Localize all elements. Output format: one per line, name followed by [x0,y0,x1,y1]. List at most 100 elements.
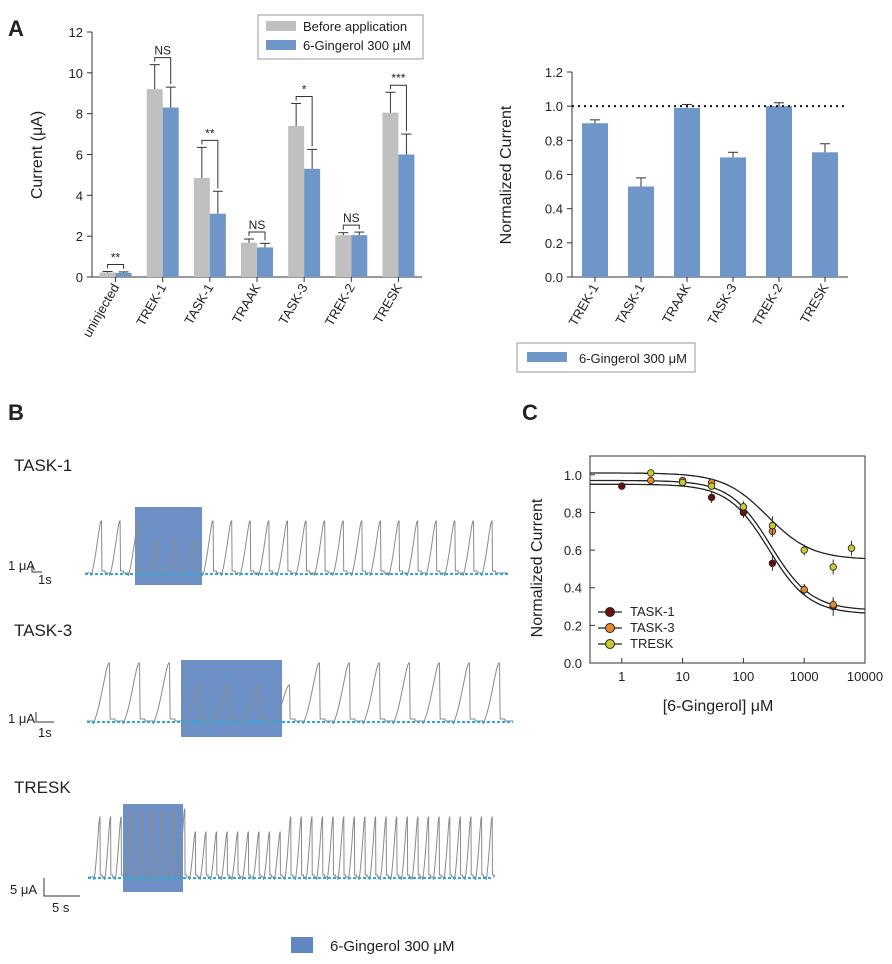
data-point-tresk [768,521,777,530]
data-point-task-1 [707,493,716,502]
y-tick-label: 0.0 [545,270,563,285]
bar-before [146,89,163,278]
scale-bar-task1 [31,564,42,573]
current-trace [85,520,508,577]
x-tick-label: 10000 [847,669,883,684]
y-tick-label: 1.0 [545,99,563,114]
current-trace [87,662,513,726]
significance-bracket [107,263,125,269]
bar-gingerol [766,106,792,278]
significance-label: ** [205,126,215,140]
scale-y-task3: 1 μA [8,711,35,726]
x-axis-label: [6-Gingerol] μM [663,698,774,715]
x-tick-label: TREK-1 [133,281,169,329]
bar-gingerol [209,213,226,277]
gingerol-application-box [181,660,282,737]
bar-gingerol [628,186,654,277]
legend-label: TASK-1 [630,604,675,619]
x-tick-label: 1000 [790,669,819,684]
x-tick-label: TASK-1 [181,281,216,327]
y-tick-label: 6 [76,148,83,163]
data-point-tresk [678,478,687,487]
x-tick-label: 100 [733,669,755,684]
x-tick-label: TREK-1 [565,281,601,329]
fit-curve-tresk [590,472,866,560]
y-axis-label: Current (μA) [29,111,46,199]
x-tick-label: TRESK [797,281,832,326]
bottom-legend-swatch [291,937,313,953]
x-tick-label: TREK-2 [322,281,358,329]
legend-marker [605,607,615,617]
data-point-task-3 [800,585,808,594]
y-tick-label: 0.2 [564,618,582,633]
data-point-task-3 [829,600,837,609]
significance-bracket [295,95,313,147]
legend-marker [605,639,615,649]
data-point-task-1 [618,482,626,490]
legend-label-gingerol: 6-Gingerol 300 μM [303,38,411,53]
significance-bracket [201,139,219,189]
y-tick-label: 0.6 [545,168,563,183]
legend-label-gingerol: 6-Gingerol 300 μM [579,351,687,366]
legend-swatch-gingerol [527,352,567,362]
normalized-bar-chart: Normalized Current 6-Gingerol 300 μM 0.0… [498,65,848,373]
panel-label-a: A [8,16,24,41]
y-tick-label: 0.6 [564,543,582,558]
y-tick-label: 4 [76,188,83,203]
legend-swatch-before [266,21,296,31]
y-tick-label: 0.0 [564,656,582,671]
trace-label-task1: TASK-1 [14,456,72,475]
y-tick-label: 0.8 [545,133,563,148]
y-tick-label: 0.2 [545,236,563,251]
x-tick-label: TRAAK [659,281,694,326]
legend-label: TRESK [630,636,674,651]
fit-curve-task-3 [590,479,866,610]
x-tick-label: TRAAK [229,281,264,326]
bar-before [288,125,305,278]
data-point-tresk [739,503,748,511]
data-point-task-3 [647,476,655,485]
bar-before [241,242,257,277]
x-tick-label: TREK-2 [749,281,785,329]
data-point-tresk [829,563,837,571]
bar-before [335,235,352,277]
panel-label-c: C [522,400,538,425]
current-traces: TASK-1 1 μA 1s TASK-3 1 μA 1s TRESK 5 μA… [8,456,513,915]
legend: Before application 6-Gingerol 300 μM [257,14,424,60]
y-tick-label: 0.4 [564,581,582,596]
y-axis-label: Normalized Current [498,105,515,244]
data-point-tresk [707,482,716,490]
legend-swatch-gingerol [266,40,296,50]
bar-gingerol [257,247,273,277]
trace-label-tresk: TRESK [14,778,71,797]
y-tick-label: 8 [76,107,83,122]
significance-label: NS [154,44,171,58]
scale-x-task3: 1s [38,725,52,740]
data-point-tresk [800,546,808,554]
current-trace [88,808,495,881]
trace-label-task3: TASK-3 [14,621,72,640]
bar-gingerol [115,272,132,277]
bar-gingerol [304,168,321,277]
y-tick-label: 10 [69,66,83,81]
x-tick-label: TASK-3 [704,281,739,327]
significance-bracket [248,231,266,241]
bar-before [99,272,116,277]
x-tick-label: TASK-1 [612,281,647,327]
data-point-task-1 [768,559,777,567]
bottom-legend: 6-Gingerol 300 μM [291,937,455,955]
y-axis-label: Normalized Current [529,498,546,637]
bar-gingerol [674,107,700,277]
significance-bracket [154,57,172,85]
legend-marker [605,623,615,633]
x-tick-label: uninjected [80,281,123,340]
bar-before [193,177,210,277]
panel-label-b: B [8,400,24,425]
dose-response-chart: Normalized Current [6-Gingerol] μM 0.0 0.… [529,455,883,715]
scale-y-tresk: 5 μA [10,882,37,897]
bottom-legend-label: 6-Gingerol 300 μM [330,938,455,955]
current-bar-chart: Current (μA) Before application 6-Ginger… [29,14,424,340]
scale-bar-tresk [43,878,80,897]
significance-label: * [302,82,307,96]
